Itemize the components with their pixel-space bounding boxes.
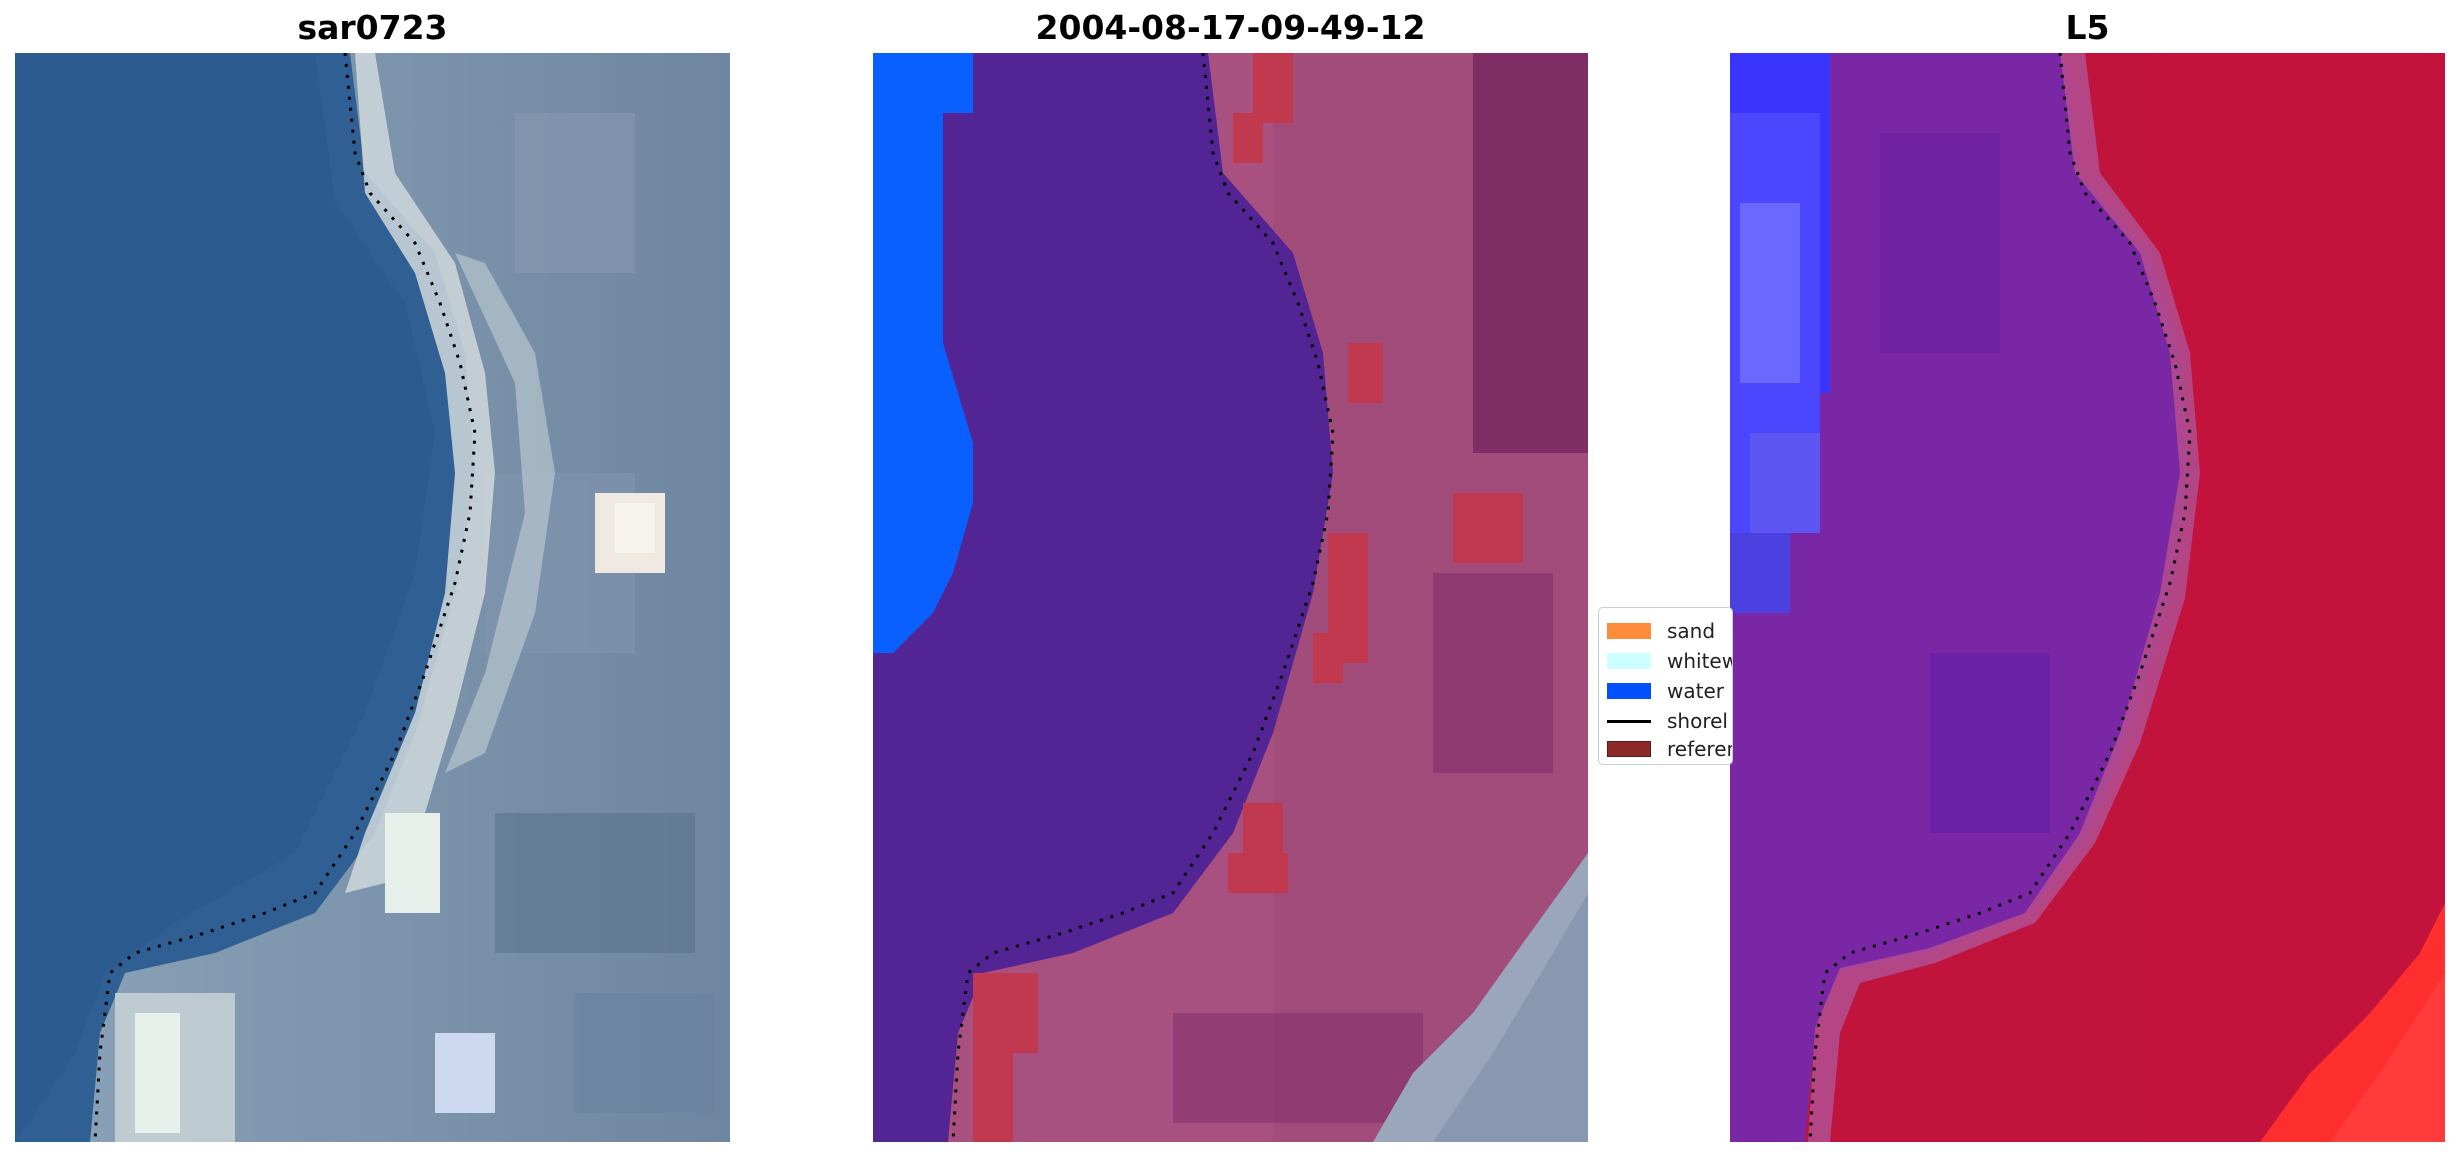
shoreline-line-swatch — [1607, 719, 1651, 723]
legend-item-sand: sand — [1607, 618, 1715, 644]
reference-swatch — [1607, 741, 1651, 757]
legend-item-reference: referen — [1607, 736, 1733, 762]
probability-map-panel — [1730, 53, 2445, 1142]
legend-item-whitewater: whitew — [1607, 648, 1733, 674]
whitewater-swatch — [1607, 653, 1651, 669]
rgb-satellite-image — [15, 53, 730, 1142]
legend-label: shorel — [1667, 709, 1728, 733]
classified-image-panel — [873, 53, 1588, 1142]
panel-1-title: sar0723 — [297, 8, 448, 47]
legend-label: referen — [1667, 737, 1733, 761]
panel-2-title: 2004-08-17-09-49-12 — [1035, 8, 1426, 47]
sand-swatch — [1607, 623, 1651, 639]
legend-item-water: water — [1607, 678, 1724, 704]
classified-satellite-image — [873, 53, 1588, 1142]
probability-map-image — [1730, 53, 2445, 1142]
legend-label: whitew — [1667, 649, 1733, 673]
panel-3-title: L5 — [2065, 8, 2110, 47]
legend-label: sand — [1667, 619, 1716, 643]
legend: sand whitew water shorel referen — [1598, 607, 1733, 765]
water-swatch — [1607, 683, 1651, 699]
rgb-image-panel — [15, 53, 730, 1142]
legend-item-shoreline: shorel — [1607, 708, 1728, 734]
legend-label: water — [1667, 679, 1724, 703]
